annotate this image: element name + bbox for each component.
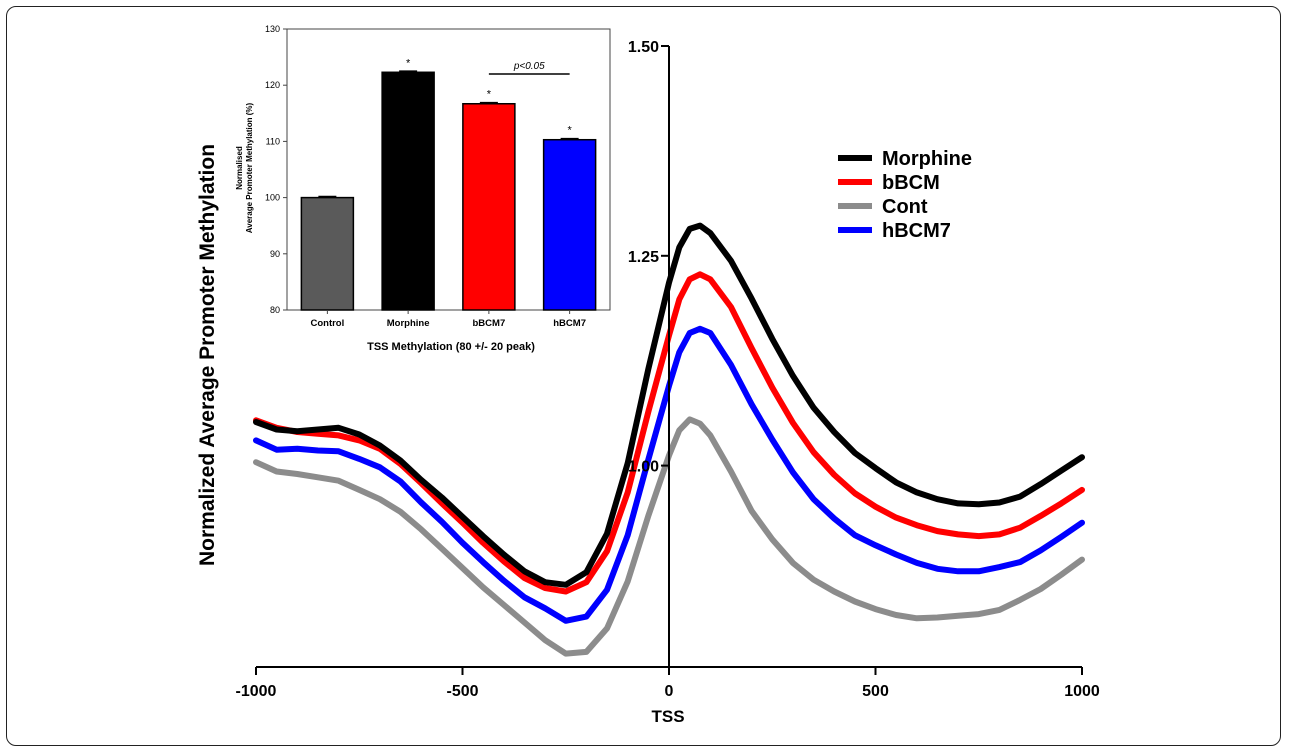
inset-y-tick-label: 130 — [265, 24, 280, 34]
y-axis-ticks: 1.00 1.25 1.50 — [628, 39, 669, 476]
series-lines — [253, 222, 1085, 657]
inset-bars: * * * — [300, 57, 597, 311]
legend-label: Cont — [882, 196, 928, 218]
inset-bar-chart: * * * 80 90 100 110 120 130 Control Morphine bBCM… — [235, 24, 611, 353]
significance-star: * — [406, 57, 411, 69]
significance-comparison: p<0.05 — [488, 61, 570, 75]
x-tick-label: 0 — [665, 683, 674, 700]
bar-bbcm7 — [462, 102, 516, 311]
inset-y-tick-label: 120 — [265, 80, 280, 90]
inset-y-tick-label: 90 — [270, 249, 280, 259]
significance-star: * — [567, 125, 572, 137]
inset-y-ticks: 80 90 100 110 120 130 — [265, 24, 287, 315]
significance-star: * — [487, 89, 492, 101]
x-tick-label: 500 — [862, 683, 889, 700]
inset-y-title-line-2: Average Promoter Methylation (%) — [245, 102, 254, 233]
figure-frame — [6, 6, 1281, 746]
x-axis-title: TSS — [651, 707, 684, 725]
methylation-figure: -1000 -500 0 500 1000 1.00 1.25 1.50 TSS Norma… — [196, 24, 1100, 725]
inset-plot-frame — [286, 28, 611, 311]
inset-x-tick-label: Control — [310, 318, 344, 329]
legend-label: Morphine — [882, 148, 972, 170]
x-tick-label: -1000 — [236, 683, 277, 700]
x-axis-ticks: -1000 -500 0 500 1000 — [236, 667, 1100, 700]
x-tick-label: 1000 — [1064, 683, 1100, 700]
inset-x-ticks: Control Morphine bBCM7 hBCM7 — [310, 310, 586, 329]
series-line-hbcm7 — [253, 325, 1085, 624]
inset-x-tick-label: Morphine — [387, 318, 430, 329]
x-tick-label: -500 — [446, 683, 478, 700]
inset-y-tick-label: 110 — [266, 136, 280, 146]
series-line-cont — [253, 416, 1085, 657]
inset-y-tick-label: 80 — [270, 305, 280, 315]
series-line-morphine — [253, 222, 1085, 588]
bar-control — [300, 196, 355, 311]
legend-label: hBCM7 — [882, 220, 951, 242]
inset-x-tick-label: bBCM7 — [473, 318, 506, 329]
inset-y-title-line-1: Normalised — [235, 146, 244, 190]
y-tick-label: 1.50 — [628, 39, 659, 56]
bar-hbcm7 — [542, 138, 597, 311]
y-axis-title: Normalized Average Promoter Methylation — [196, 144, 219, 566]
bar-morphine — [381, 71, 435, 311]
inset-x-title: TSS Methylation (80 +/- 20 peak) — [367, 341, 535, 353]
inset-x-tick-label: hBCM7 — [553, 318, 586, 329]
comparison-label: p<0.05 — [513, 61, 545, 72]
legend-label: bBCM — [882, 172, 940, 194]
inset-y-tick-label: 100 — [265, 193, 280, 203]
y-tick-label: 1.25 — [628, 249, 659, 266]
main-line-chart: -1000 -500 0 500 1000 1.00 1.25 1.50 TSS Norma… — [196, 39, 1100, 725]
y-tick-label: 1.00 — [628, 459, 659, 476]
